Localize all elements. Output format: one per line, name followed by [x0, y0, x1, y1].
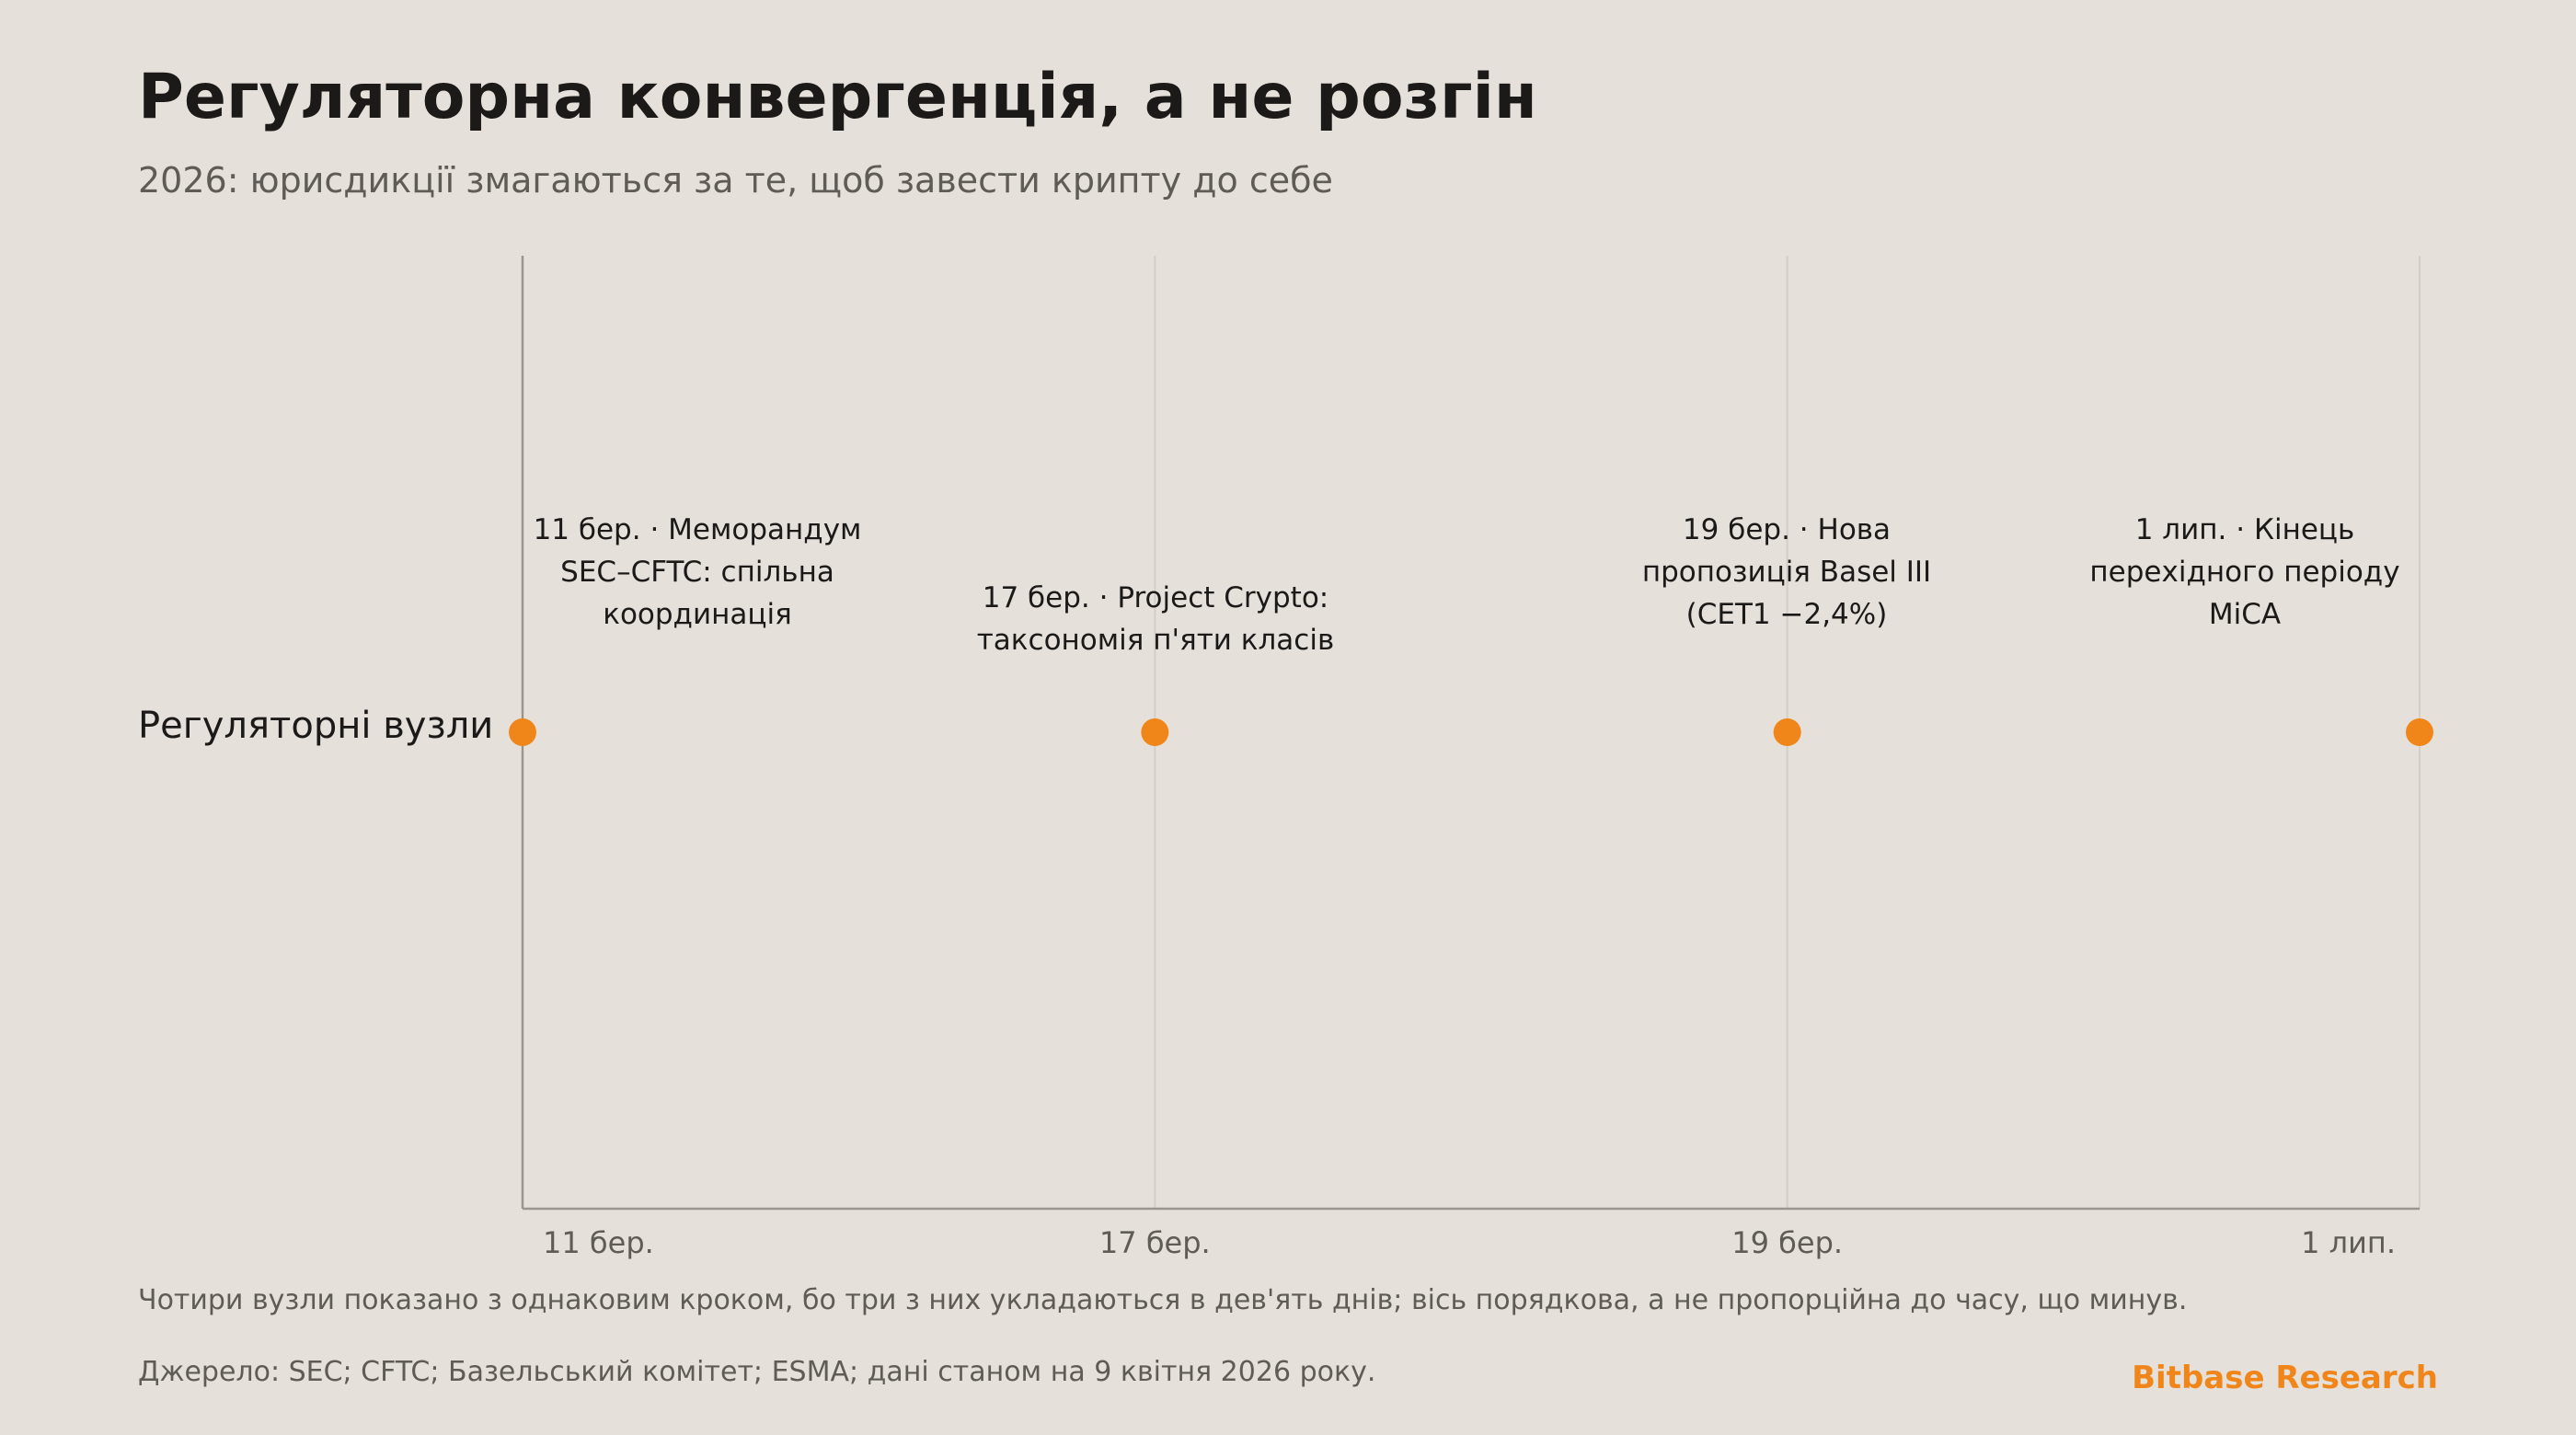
event-label-3: 1 лип. · Кінець перехідного періоду MiCA	[2089, 513, 2399, 631]
row-label: Регуляторні вузли	[138, 705, 494, 747]
event-marker-3	[2406, 718, 2433, 746]
axes	[521, 256, 2420, 1211]
event-label-3-line-1: перехідного періоду	[2089, 556, 2399, 589]
event-label-2: 19 бер. · Нова пропозиція Basel III (CET1 …	[1642, 513, 1931, 631]
event-label-0-line-0: 11 бер. · Меморандум	[534, 513, 862, 546]
event-label-0: 11 бер. · Меморандум SEC–CFTC: спільна коо…	[534, 513, 862, 631]
event-label-0-line-2: координація	[603, 598, 792, 631]
event-label-1-line-0: 17 бер. · Project Crypto:	[983, 581, 1328, 614]
event-label-1-line-1: таксономія п'яти класів	[977, 624, 1334, 657]
event-markers	[509, 718, 2433, 746]
event-marker-1	[1141, 718, 1169, 746]
event-marker-2	[1773, 718, 1801, 746]
event-label-2-line-2: (CET1 −2,4%)	[1686, 598, 1888, 631]
event-marker-0	[509, 718, 536, 746]
event-label-3-line-0: 1 лип. · Кінець	[2135, 513, 2355, 546]
x-tick-labels: 11 бер. 17 бер. 19 бер. 1 лип.	[543, 1225, 2396, 1260]
event-labels: 11 бер. · Меморандум SEC–CFTC: спільна коо…	[534, 513, 2400, 657]
brand-logo-text: Bitbase Research	[2132, 1360, 2438, 1396]
event-label-2-line-0: 19 бер. · Нова	[1683, 513, 1891, 546]
x-tick-label-1: 17 бер.	[1099, 1225, 1211, 1260]
event-label-2-line-1: пропозиція Basel III	[1642, 556, 1931, 589]
footnote: Чотири вузли показано з однаковим кроком…	[138, 1284, 2188, 1316]
chart-subtitle: 2026: юрисдикції змагаються за те, щоб з…	[138, 160, 1333, 201]
chart-title: Регуляторна конвергенція, а не розгін	[138, 61, 1537, 133]
x-tick-label-3: 1 лип.	[2301, 1225, 2396, 1260]
x-tick-label-0: 11 бер.	[543, 1225, 654, 1260]
x-tick-label-2: 19 бер.	[1731, 1225, 1843, 1260]
source-note: Джерело: SEC; CFTC; Базельський комітет;…	[138, 1356, 1376, 1388]
event-label-0-line-1: SEC–CFTC: спільна	[560, 556, 834, 589]
event-label-3-line-2: MiCA	[2209, 598, 2281, 631]
event-label-1: 17 бер. · Project Crypto: таксономія п'ят…	[977, 581, 1334, 657]
